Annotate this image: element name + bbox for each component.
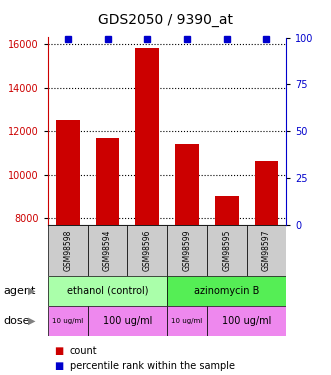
Text: GDS2050 / 9390_at: GDS2050 / 9390_at bbox=[98, 13, 233, 27]
Bar bbox=[88, 225, 127, 276]
Bar bbox=[135, 48, 159, 375]
Text: GSM98597: GSM98597 bbox=[262, 230, 271, 271]
Text: GSM98599: GSM98599 bbox=[182, 230, 192, 271]
Bar bbox=[167, 306, 207, 336]
Bar bbox=[88, 306, 167, 336]
Bar bbox=[207, 306, 286, 336]
Bar bbox=[247, 225, 286, 276]
Text: GSM98596: GSM98596 bbox=[143, 230, 152, 271]
Text: ethanol (control): ethanol (control) bbox=[67, 286, 148, 296]
Bar bbox=[207, 225, 247, 276]
Bar bbox=[96, 138, 119, 375]
Text: GSM98594: GSM98594 bbox=[103, 230, 112, 271]
Text: azinomycin B: azinomycin B bbox=[194, 286, 260, 296]
Bar bbox=[127, 225, 167, 276]
Bar bbox=[48, 306, 88, 336]
Text: count: count bbox=[70, 346, 97, 355]
Text: ▶: ▶ bbox=[28, 316, 35, 326]
Text: agent: agent bbox=[3, 286, 36, 296]
Text: ■: ■ bbox=[55, 346, 64, 355]
Text: dose: dose bbox=[3, 316, 30, 326]
Text: 100 ug/ml: 100 ug/ml bbox=[222, 316, 271, 326]
Text: GSM98595: GSM98595 bbox=[222, 230, 231, 271]
Text: ■: ■ bbox=[55, 361, 64, 370]
Bar bbox=[167, 225, 207, 276]
Bar bbox=[255, 160, 278, 375]
Text: GSM98598: GSM98598 bbox=[63, 230, 72, 271]
Bar bbox=[48, 225, 88, 276]
Bar bbox=[48, 276, 167, 306]
Text: 10 ug/ml: 10 ug/ml bbox=[171, 318, 203, 324]
Bar bbox=[56, 120, 80, 375]
Text: 100 ug/ml: 100 ug/ml bbox=[103, 316, 152, 326]
Bar bbox=[167, 276, 286, 306]
Text: ▶: ▶ bbox=[28, 286, 35, 296]
Bar bbox=[215, 196, 239, 375]
Text: percentile rank within the sample: percentile rank within the sample bbox=[70, 361, 234, 370]
Bar bbox=[175, 144, 199, 375]
Text: 10 ug/ml: 10 ug/ml bbox=[52, 318, 83, 324]
